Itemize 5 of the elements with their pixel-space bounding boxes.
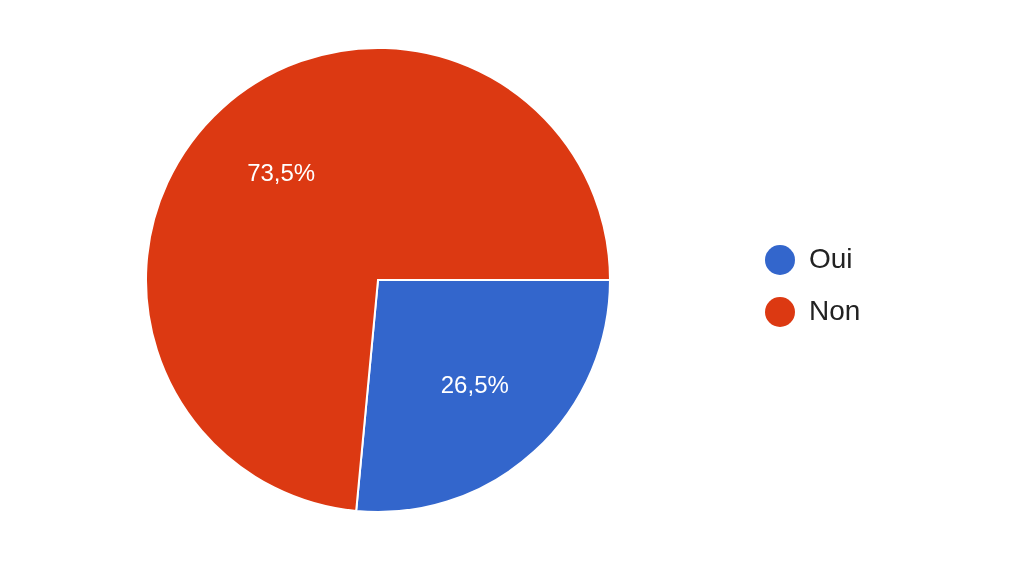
pie-slice [145,47,611,512]
data-label: 26,5% [440,371,509,399]
data-label: 73,5% [247,158,316,186]
legend-label: Non [809,295,861,326]
legend-label: Oui [809,243,853,274]
